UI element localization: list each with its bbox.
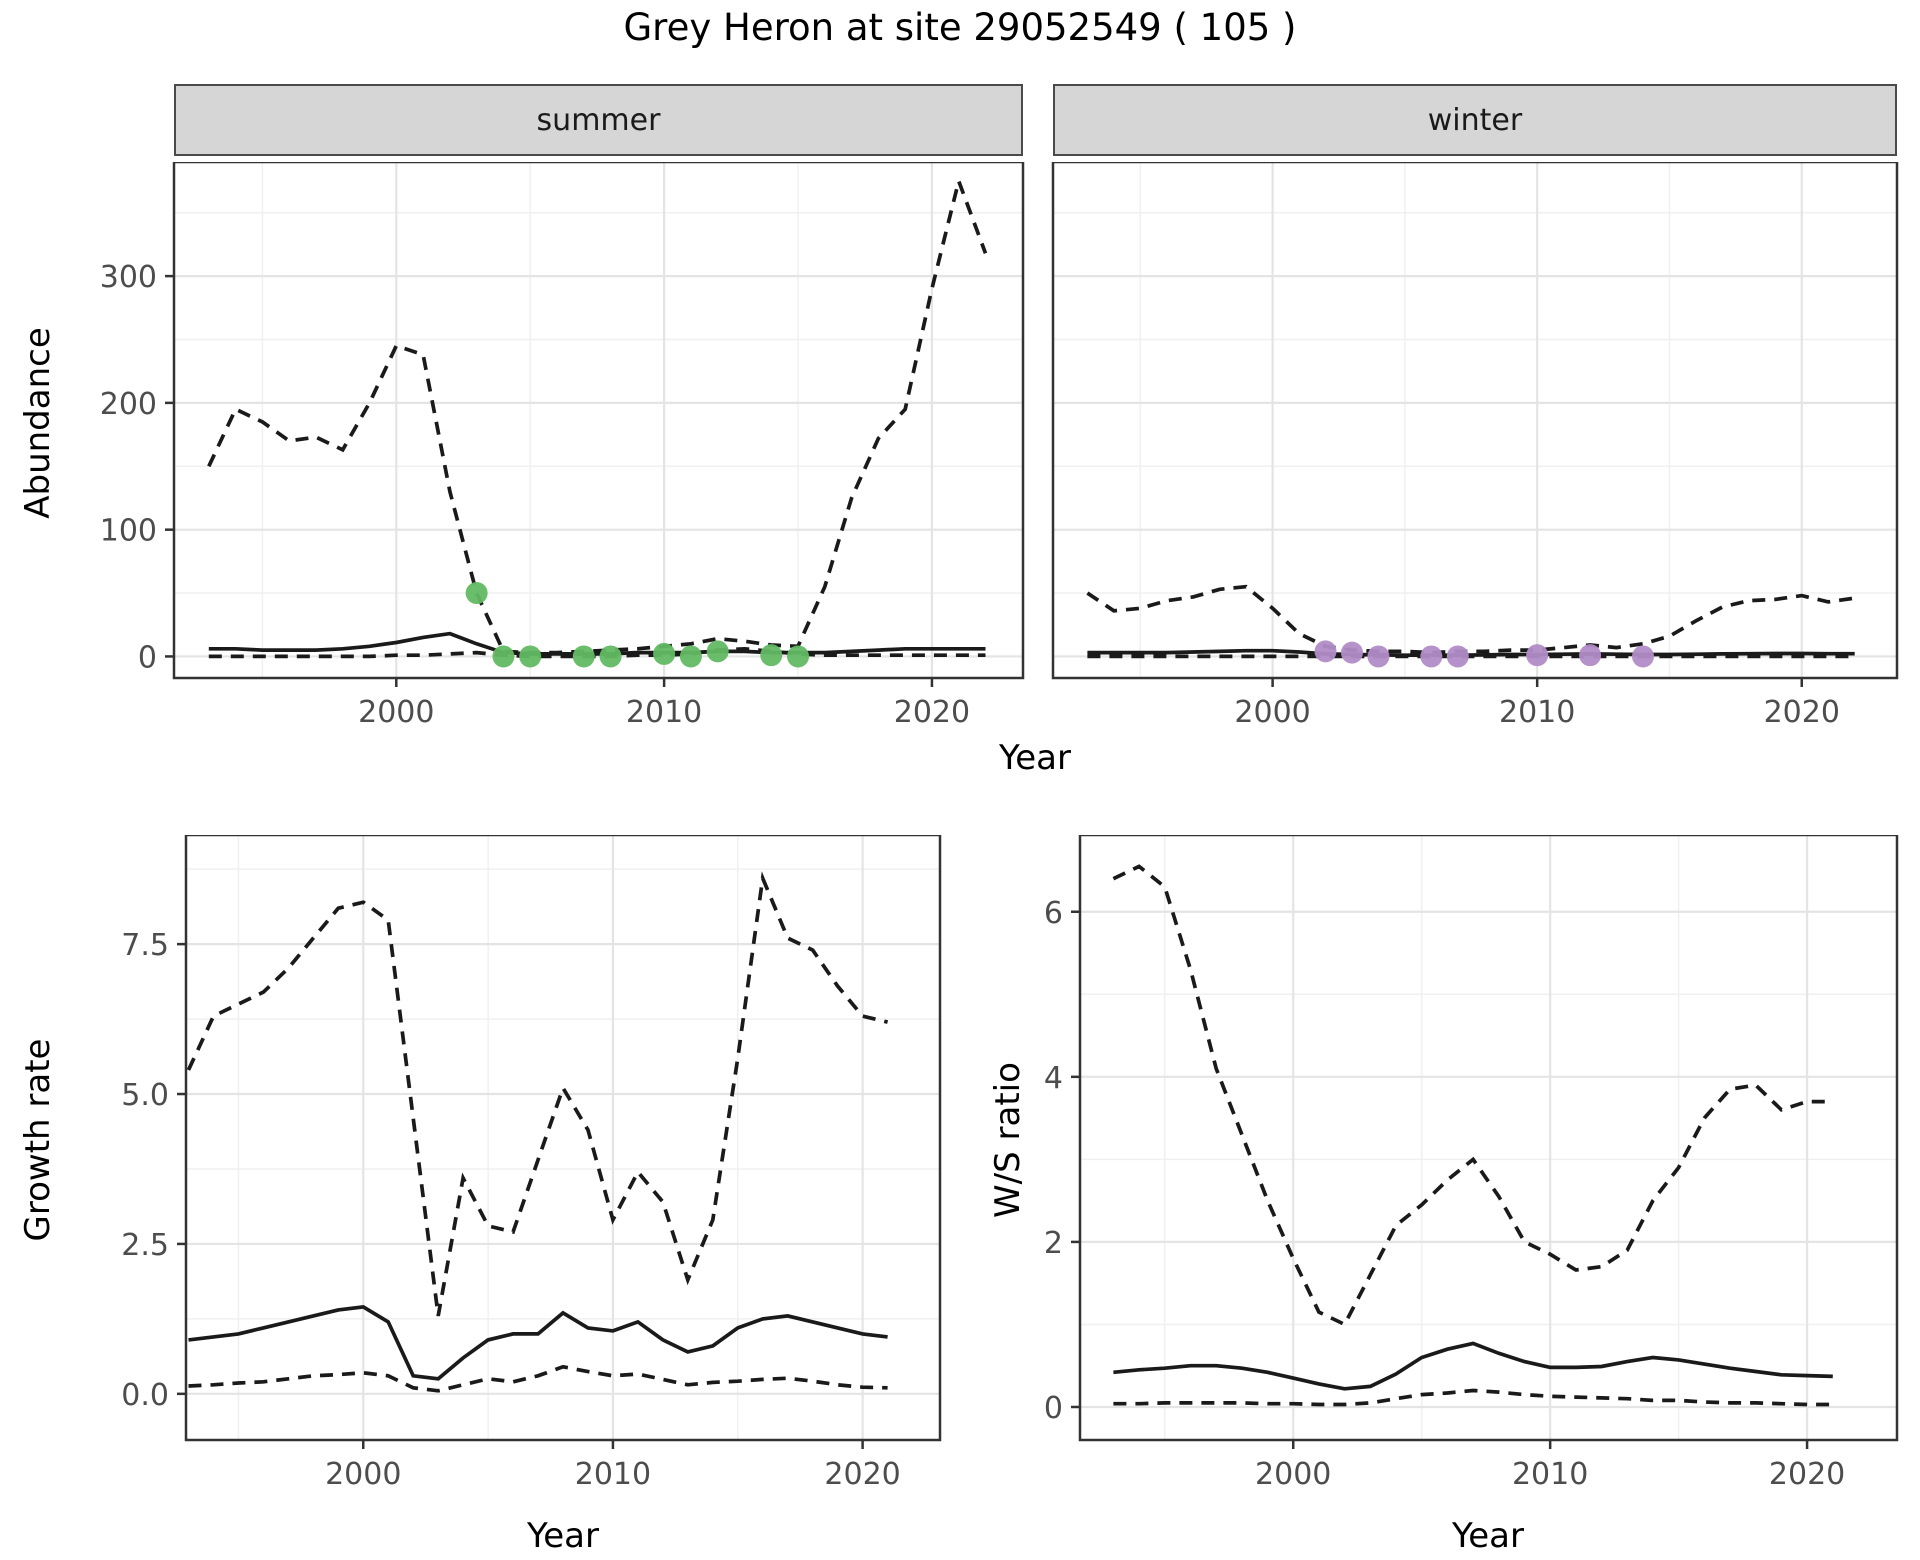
summer-observations-point — [706, 640, 729, 663]
winter-observations-point — [1579, 644, 1602, 667]
y-tick-label: 300 — [100, 260, 157, 295]
winter-observations-point — [1340, 641, 1363, 664]
y-tick-label: 4 — [1044, 1061, 1063, 1096]
growth-rate-chart: 2000 2010 2020 0.0 2.5 5.0 7.5 — [60, 835, 948, 1506]
abundance-summer-chart: 2000 2010 2020 0 100 200 300 — [60, 162, 1031, 744]
summer-observations-point — [519, 645, 542, 668]
abundance-winter-chart: 2000 2010 2020 — [1033, 162, 1905, 744]
growth-rate-chart-median-line — [188, 1304, 888, 1381]
growth-rate-chart-svg: 2000 2010 2020 0.0 2.5 5.0 7.5 — [121, 835, 942, 1492]
growth-rate-axis-title: Growth rate — [18, 1038, 58, 1242]
y-tick-label: 6 — [1044, 896, 1063, 931]
summer-observations-point — [787, 645, 810, 668]
winter-observations-point — [1420, 645, 1443, 668]
y-tick-label: 2 — [1044, 1226, 1063, 1261]
growth-rate-chart-lower-ci-line — [188, 1364, 888, 1393]
panel-background — [1053, 162, 1897, 678]
ws-ratio-chart-median-line — [1113, 1341, 1833, 1391]
x-tick-label: 2020 — [824, 1457, 900, 1492]
winter-observations — [1314, 640, 1655, 668]
x-tick-label: 2020 — [1764, 695, 1840, 730]
summer-observations-point — [760, 644, 783, 667]
summer-observations — [465, 582, 810, 668]
panel-background — [174, 162, 1023, 678]
y-tick-label: 0 — [138, 640, 157, 675]
chart-title: Grey Heron at site 29052549 ( 105 ) — [623, 6, 1297, 49]
ws-ratio-chart: 2000 2010 2020 0 2 4 6 — [1014, 835, 1905, 1506]
top-x-axis-title: Year — [999, 738, 1071, 778]
winter-observations-point — [1446, 645, 1469, 668]
y-tick-label: 200 — [100, 387, 157, 422]
abundance-summer-chart-upper-ci-line — [207, 174, 988, 655]
panel-background — [186, 835, 940, 1440]
x-tick-label: 2000 — [1255, 1457, 1331, 1492]
facet-strip-summer-label: summer — [536, 102, 661, 138]
panel-border — [1051, 162, 1899, 680]
ws-ratio-chart-upper-ci-line — [1112, 864, 1833, 1327]
facet-strip-summer: summer — [174, 84, 1023, 156]
winter-observations-point — [1632, 645, 1655, 668]
x-tick-label: 2010 — [575, 1457, 651, 1492]
abundance-winter-chart-upper-ci-line — [1086, 584, 1855, 655]
y-tick-label: 100 — [100, 514, 157, 549]
x-tick-label: 2010 — [626, 695, 702, 730]
ws-ratio-chart-svg: 2000 2010 2020 0 2 4 6 — [1044, 835, 1899, 1492]
panel-border — [172, 162, 1025, 680]
summer-observations-point — [465, 582, 488, 605]
panel-border — [184, 835, 942, 1442]
panel-background — [1080, 835, 1897, 1440]
winter-observations-point — [1526, 644, 1549, 667]
y-tick-label: 0 — [1044, 1391, 1063, 1426]
abundance-summer-chart-svg: 2000 2010 2020 0 100 200 300 — [100, 162, 1025, 730]
x-tick-label: 2000 — [358, 695, 434, 730]
facet-strip-winter-label: winter — [1427, 102, 1523, 138]
y-tick-label: 2.5 — [121, 1228, 169, 1263]
abundance-summer-chart-lower-ci-line — [208, 646, 986, 659]
growth-rate-chart-upper-ci-line — [186, 871, 889, 1317]
abundance-axis-title: Abundance — [18, 327, 58, 519]
y-tick-label: 5.0 — [121, 1078, 169, 1113]
summer-observations-point — [679, 645, 702, 668]
y-tick-label: 7.5 — [121, 928, 169, 963]
abundance-winter-chart-svg: 2000 2010 2020 — [1051, 162, 1899, 730]
ws-ratio-chart-lower-ci-line — [1113, 1388, 1833, 1407]
winter-observations-point — [1314, 640, 1337, 663]
facet-strip-winter: winter — [1053, 84, 1897, 156]
winter-observations-point — [1367, 645, 1390, 668]
x-tick-label: 2020 — [894, 695, 970, 730]
y-tick-label: 0.0 — [121, 1378, 169, 1413]
abundance-summer-chart-median-line — [208, 631, 986, 656]
x-tick-label: 2010 — [1499, 695, 1575, 730]
summer-observations-point — [599, 645, 622, 668]
x-tick-label: 2000 — [1234, 695, 1310, 730]
summer-observations-point — [572, 645, 595, 668]
x-tick-label: 2020 — [1769, 1457, 1845, 1492]
summer-observations-point — [492, 645, 515, 668]
panel-border — [1078, 835, 1899, 1442]
summer-observations-point — [653, 642, 676, 665]
x-tick-label: 2000 — [325, 1457, 401, 1492]
growth-x-axis-title: Year — [527, 1516, 599, 1556]
ws-x-axis-title: Year — [1452, 1516, 1524, 1556]
x-tick-label: 2010 — [1512, 1457, 1588, 1492]
